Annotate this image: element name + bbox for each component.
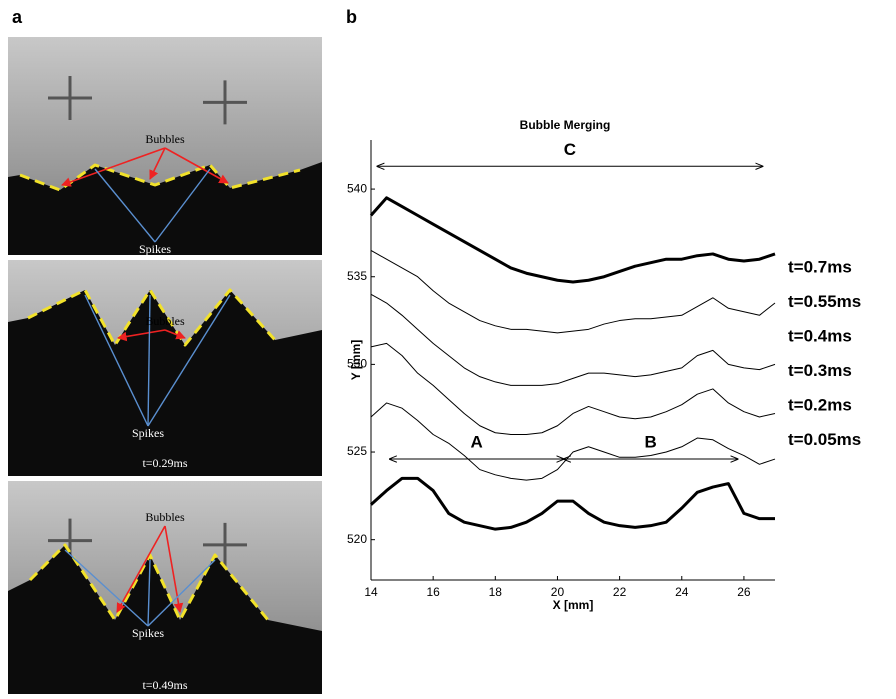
- series-label: t=0.2ms: [788, 395, 852, 414]
- spike-pointer: [147, 294, 151, 427]
- series-label: t=0.7ms: [788, 257, 852, 276]
- liquid-region: [8, 545, 322, 694]
- bubble-arrow: [164, 147, 229, 184]
- spikes-label: Spikes: [132, 426, 164, 440]
- bubble-arrow: [61, 147, 166, 187]
- photo: Bubbles Spikes t=0.29ms: [8, 260, 322, 476]
- chart-title: Bubble Merging: [520, 118, 611, 132]
- bubbles-label: Bubbles: [145, 510, 185, 524]
- interface-curve: [28, 543, 270, 622]
- data-line: [370, 402, 776, 481]
- series-label: t=0.3ms: [788, 361, 852, 380]
- y-tick-label: 535: [347, 269, 367, 283]
- spike-pointer: [94, 168, 156, 243]
- data-line: [370, 342, 776, 436]
- interface-curve: [27, 288, 277, 347]
- photo: Bubbles Spikes t=0.49ms: [8, 481, 322, 694]
- bubble-arrow: [116, 525, 166, 613]
- annotation-label: C: [564, 140, 576, 159]
- data-line: [370, 250, 776, 334]
- y-tick-label: 520: [347, 532, 367, 546]
- x-axis-label: X [mm]: [553, 598, 594, 612]
- cross-mark: [203, 80, 247, 125]
- spike-pointer: [147, 559, 216, 627]
- panel-label: b: [346, 7, 357, 27]
- spike-pointer: [84, 294, 149, 427]
- annotation-label: A: [471, 433, 483, 452]
- x-tick-label: 22: [613, 585, 627, 599]
- x-tick-label: 18: [489, 585, 503, 599]
- bubble-arrow: [164, 329, 186, 340]
- spike-pointer: [147, 294, 231, 427]
- spike-pointer: [154, 168, 211, 243]
- spikes-label: Spikes: [132, 626, 164, 640]
- x-tick-label: 24: [675, 585, 689, 599]
- data-line: [369, 196, 776, 284]
- spike-pointer: [147, 559, 151, 627]
- y-tick-label: 530: [347, 357, 367, 371]
- liquid-region: [8, 290, 322, 476]
- bubble-arrow: [117, 329, 166, 342]
- cross-mark: [48, 76, 92, 121]
- panel-label: a: [12, 7, 23, 27]
- data-line: [370, 293, 776, 386]
- time-label: t=0.49ms: [142, 678, 187, 692]
- annotation-label: B: [645, 433, 657, 452]
- x-tick-label: 14: [364, 585, 378, 599]
- chart: Bubble Merging 14 16 18 20 22 24 26 520 525 530 535…: [347, 118, 861, 612]
- x-tick-label: 16: [426, 585, 440, 599]
- y-tick-label: 540: [347, 181, 367, 195]
- spikes-label: Spikes: [139, 242, 171, 256]
- data-line: [369, 476, 775, 531]
- bubble-arrow: [149, 147, 166, 180]
- bubbles-label: Bubbles: [145, 314, 185, 328]
- spike-pointer: [64, 549, 149, 627]
- y-tick-label: 525: [347, 444, 367, 458]
- y-axis-label: Y [mm]: [349, 340, 363, 380]
- series-label: t=0.05ms: [788, 430, 861, 449]
- photo-panel: BubblesSpikest=-0.01msBubblesSpikest=0.2…: [8, 37, 322, 694]
- x-tick-label: 20: [551, 585, 565, 599]
- bubbles-label: Bubbles: [145, 132, 185, 146]
- x-tick-label: 26: [737, 585, 751, 599]
- series-label: t=0.4ms: [788, 326, 852, 345]
- time-label: t=0.29ms: [142, 456, 187, 470]
- cross-mark: [203, 522, 247, 567]
- liquid-region: [8, 162, 322, 255]
- interface-curve: [19, 163, 301, 192]
- series-label: t=0.55ms: [788, 292, 861, 311]
